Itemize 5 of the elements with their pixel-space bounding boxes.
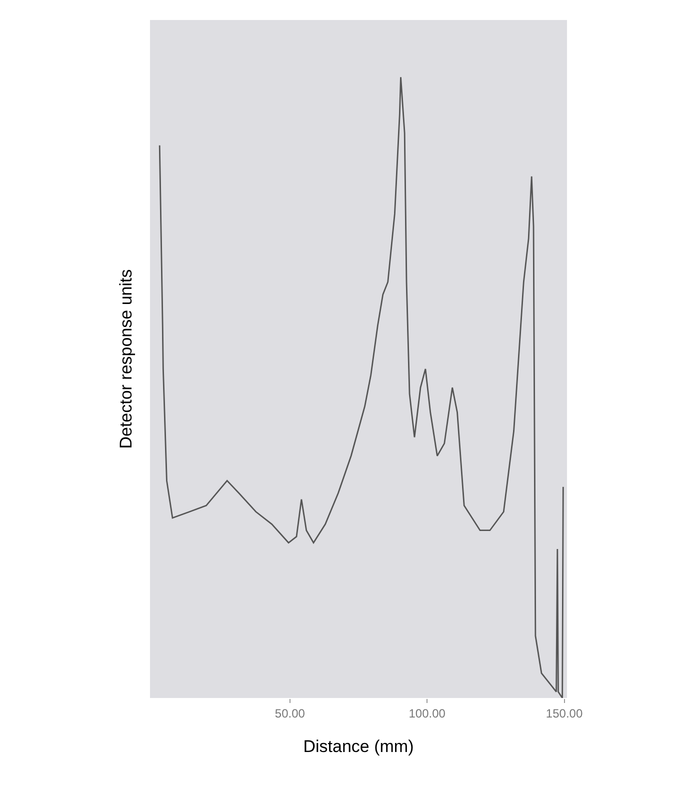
x-tick-label: 100.00 bbox=[408, 706, 446, 720]
y-axis-title: Detector response units bbox=[116, 269, 136, 449]
x-tick-label: 50.00 bbox=[274, 706, 306, 720]
x-axis-title: Distance (mm) bbox=[303, 736, 414, 756]
x-tick-label: 150.00 bbox=[546, 706, 583, 720]
